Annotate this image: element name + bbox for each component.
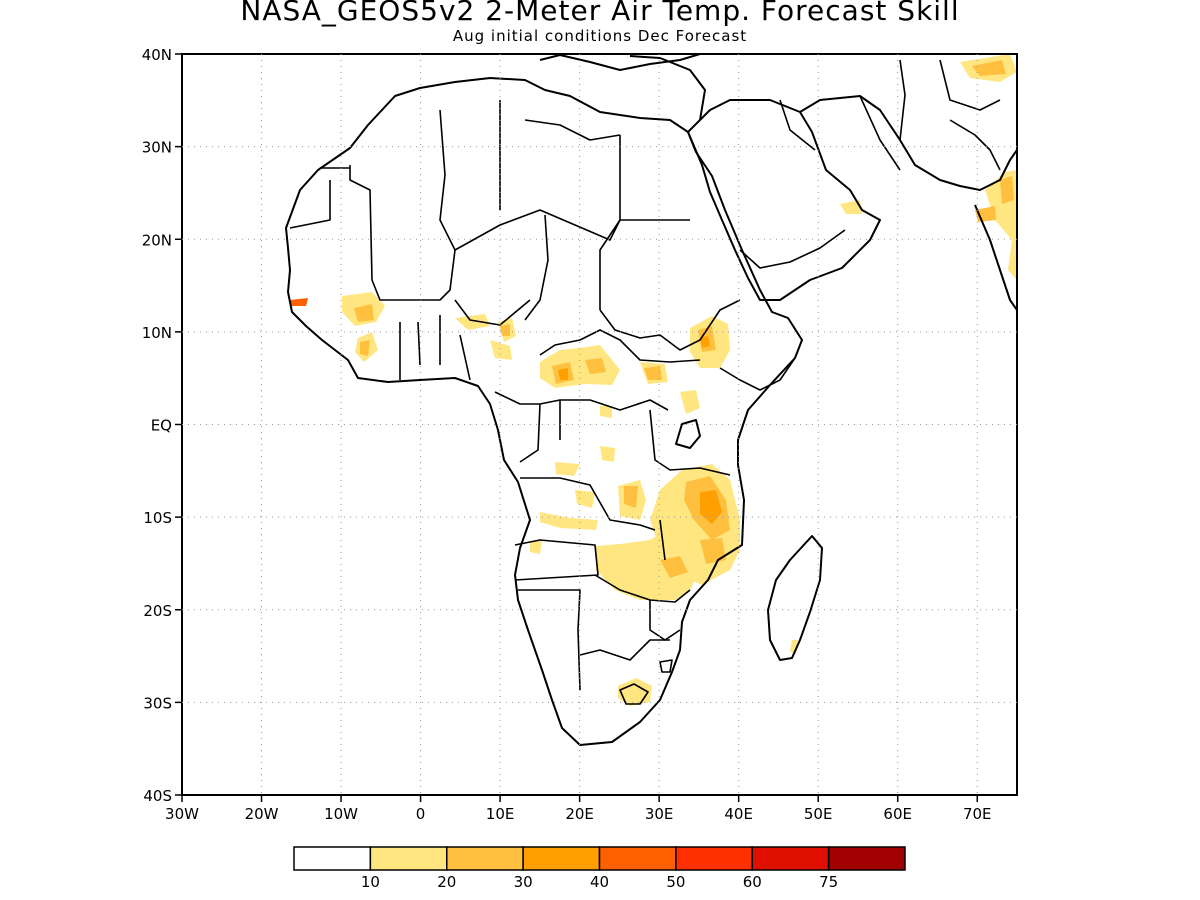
- lon-tick-label: 30E: [645, 805, 674, 823]
- skill-shading-layer: [290, 54, 1017, 706]
- lat-tick-label: 10S: [143, 509, 172, 527]
- gridlines: [182, 54, 1017, 795]
- lat-tick-label: 40N: [142, 46, 172, 64]
- lon-tick-label: 10E: [486, 805, 515, 823]
- colorbar-swatch: [598, 846, 677, 871]
- colorbar-swatch: [522, 846, 601, 871]
- skill-50-60: [290, 298, 308, 306]
- colorbar-swatch: [293, 846, 372, 871]
- colorbar-swatch: [675, 846, 753, 871]
- lon-tick-label: 20E: [565, 805, 594, 823]
- middle-east-asia-line: [629, 55, 1017, 191]
- lon-tick-label: 50E: [804, 805, 833, 823]
- africa-coastline: [285, 77, 803, 746]
- colorbar-label: 10: [361, 873, 380, 891]
- coastlines-and-borders: [285, 54, 1017, 746]
- lat-tick-label: 40S: [143, 787, 172, 805]
- lon-tick-label: 30W: [165, 805, 199, 823]
- arabia-coastline: [687, 99, 881, 301]
- skill-30-40: [558, 336, 722, 524]
- lon-tick-label: 0: [416, 805, 426, 823]
- longitude-axis: 30W 20W 10W 0 10E 20E 30E 40E 50E 60E 70E: [165, 795, 992, 823]
- country-borders: [289, 59, 1001, 705]
- chart-title: NASA_GEOS5v2 2-Meter Air Temp. Forecast …: [240, 0, 960, 27]
- colorbar-label: 50: [666, 873, 685, 891]
- lat-tick-label: 20N: [142, 231, 172, 249]
- madagascar-coastline: [767, 535, 823, 661]
- colorbar-swatch: [446, 846, 524, 871]
- lon-tick-label: 70E: [963, 805, 992, 823]
- lon-tick-label: 60E: [883, 805, 912, 823]
- colorbar-swatch: [827, 846, 906, 871]
- colorbar-swatch: [751, 846, 830, 871]
- lake-victoria: [675, 419, 701, 449]
- lat-tick-label: 10N: [142, 324, 172, 342]
- colorbar-label: 60: [743, 873, 762, 891]
- lat-tick-label: 20S: [143, 602, 172, 620]
- colorbar-label: 30: [514, 873, 533, 891]
- lat-tick-label: 30N: [142, 139, 172, 157]
- colorbar-label: 40: [590, 873, 609, 891]
- colorbar-label: 20: [437, 873, 456, 891]
- india-coastline: [974, 204, 1017, 311]
- latitude-axis: 40N 30N 20N 10N EQ 10S 20S 30S 40S: [142, 46, 182, 805]
- colorbar: 10 20 30 40 50 60 75: [293, 846, 906, 891]
- plot-frame: [181, 53, 1018, 796]
- mediterranean-north: [539, 54, 701, 71]
- lon-tick-label: 40E: [724, 805, 753, 823]
- lat-tick-label: EQ: [151, 417, 172, 435]
- lon-tick-label: 20W: [245, 805, 279, 823]
- chart-subtitle: Aug initial conditions Dec Forecast: [452, 27, 748, 45]
- lon-tick-label: 10W: [324, 805, 358, 823]
- lat-tick-label: 30S: [143, 694, 172, 712]
- colorbar-swatch: [369, 846, 448, 871]
- colorbar-label: 75: [819, 873, 838, 891]
